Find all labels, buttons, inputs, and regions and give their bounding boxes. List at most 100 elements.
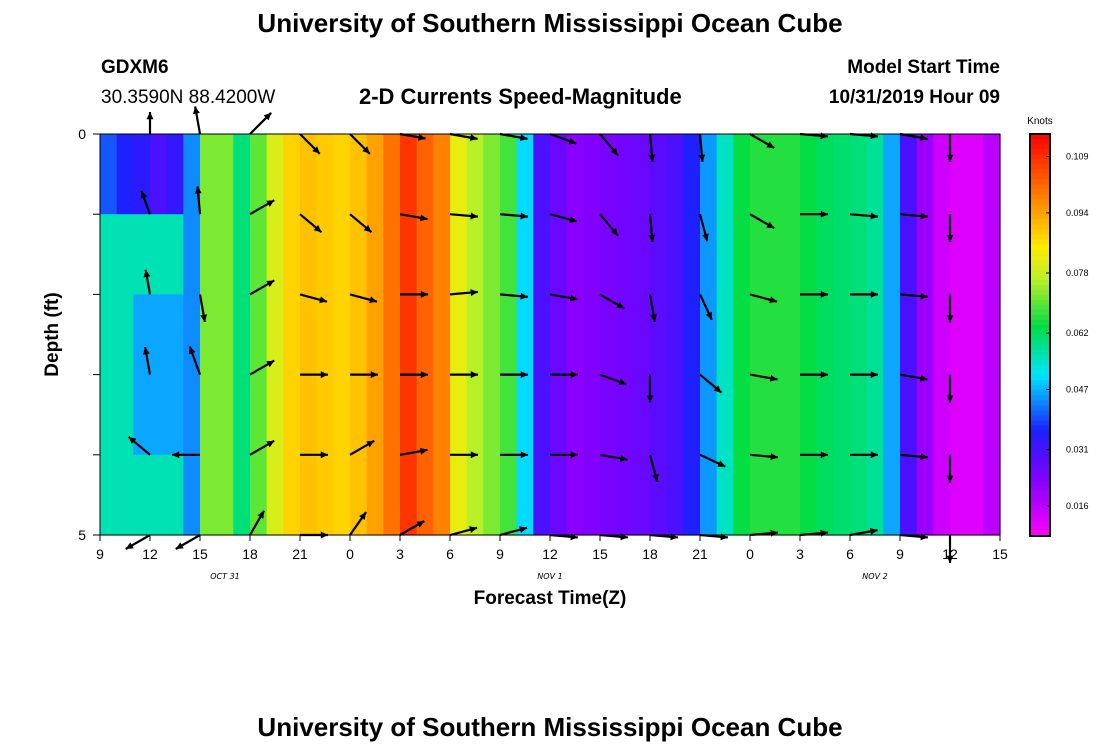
- heatmap-cell: [466, 134, 484, 215]
- colorbar-segment: [1030, 470, 1050, 477]
- heatmap-cell: [483, 374, 501, 456]
- heatmap-cell: [183, 214, 201, 295]
- current-vector: [349, 511, 367, 536]
- heatmap-cell: [333, 454, 351, 536]
- y-tick-label: 0: [78, 126, 86, 142]
- colorbar-segment: [1030, 184, 1050, 190]
- current-vector: [400, 371, 428, 379]
- current-vector: [946, 374, 954, 403]
- heatmap-cell: [100, 134, 118, 215]
- heatmap-cell: [350, 374, 368, 456]
- heatmap-cell: [450, 214, 468, 295]
- current-vector: [172, 451, 200, 459]
- colorbar-segment: [1030, 219, 1050, 226]
- speed-colorbar: Knots 0.109 0.094 0.078 0.062 0.047 0.031 0.016: [1027, 116, 1089, 537]
- colorbar-segment: [1030, 324, 1050, 331]
- current-vector: [550, 371, 578, 379]
- heatmap-cell: [800, 454, 818, 536]
- colorbar-segment: [1030, 244, 1050, 251]
- heatmap-cell: [733, 454, 751, 536]
- heatmap-cell: [316, 374, 334, 456]
- heatmap-cell: [483, 454, 501, 536]
- heatmap-cell: [900, 454, 918, 536]
- heatmap-cell: [383, 454, 401, 536]
- heatmap-cell: [200, 134, 218, 215]
- heatmap-cell: [600, 294, 618, 376]
- x-tick-label: 3: [396, 546, 404, 562]
- heatmap-cell: [933, 214, 951, 295]
- heatmap-cell: [516, 214, 534, 295]
- heatmap-cell: [533, 214, 551, 295]
- heatmap-cell: [816, 214, 834, 295]
- heatmap-cell: [883, 454, 901, 536]
- heatmap-cell: [566, 374, 584, 456]
- heatmap-cell: [950, 214, 968, 295]
- heatmap-cell: [433, 454, 451, 536]
- heatmap-cell: [150, 374, 168, 456]
- heatmap-cell: [333, 294, 351, 376]
- heatmap-cell: [566, 454, 584, 536]
- colorbar-segment: [1030, 284, 1050, 291]
- heatmap-cell: [433, 134, 451, 215]
- heatmap-cell: [433, 214, 451, 295]
- heatmap-cell: [383, 214, 401, 295]
- current-vector: [549, 293, 578, 302]
- heatmap-cell: [433, 294, 451, 376]
- heatmap-cell: [750, 134, 768, 215]
- colorbar-segment: [1030, 309, 1050, 316]
- heatmap-cell: [900, 214, 918, 295]
- heatmap-cell: [350, 134, 368, 215]
- colorbar-segment: [1030, 189, 1050, 195]
- heatmap-cell: [650, 374, 668, 456]
- colorbar-segment: [1030, 475, 1050, 482]
- current-vector: [399, 447, 428, 456]
- x-tick-label: 3: [796, 546, 804, 562]
- current-vector: [450, 451, 478, 459]
- heatmap-cell: [366, 374, 384, 456]
- current-vector: [143, 269, 152, 295]
- footer-title: University of Southern Mississippi Ocean…: [257, 712, 843, 742]
- current-vector: [800, 371, 828, 379]
- colorbar-segment: [1030, 405, 1050, 411]
- heatmap-cell: [100, 454, 118, 536]
- heatmap-cell: [716, 214, 734, 295]
- heatmap-cell: [866, 454, 884, 536]
- heatmap-cell: [583, 294, 601, 376]
- heatmap-cell: [816, 454, 834, 536]
- colorbar-segment: [1030, 390, 1050, 396]
- heatmap-cell: [100, 214, 118, 295]
- heatmap-cell: [300, 374, 318, 456]
- heatmap-cell: [250, 374, 268, 456]
- heatmap-cell: [933, 134, 951, 215]
- heatmap-cell: [783, 134, 801, 215]
- current-vector: [449, 132, 478, 142]
- colorbar-segment: [1030, 375, 1050, 381]
- heatmap-cell: [516, 134, 534, 215]
- colorbar-segment: [1030, 249, 1050, 256]
- current-vector: [125, 534, 151, 550]
- heatmap-cell: [833, 294, 851, 376]
- heatmap-cell: [833, 214, 851, 295]
- colorbar-segment: [1030, 259, 1050, 266]
- current-vector: [140, 190, 152, 215]
- heatmap-cell: [316, 454, 334, 536]
- colorbar-frame: [1029, 133, 1051, 537]
- colorbar-segment: [1030, 340, 1050, 346]
- heatmap-cell: [633, 294, 651, 376]
- colorbar-segment: [1030, 430, 1050, 437]
- x-tick-label: 18: [242, 546, 258, 562]
- colorbar-segment: [1030, 455, 1050, 462]
- heatmap-cell: [583, 454, 601, 536]
- heatmap-cell: [566, 134, 584, 215]
- current-vector: [599, 213, 619, 237]
- heatmap-cell: [916, 294, 934, 376]
- current-vector: [198, 294, 208, 323]
- colorbar-segment: [1030, 495, 1050, 502]
- current-vector: [399, 213, 428, 222]
- heatmap-cell: [600, 134, 618, 215]
- colorbar-segment: [1030, 410, 1050, 416]
- colorbar-segment: [1030, 510, 1050, 517]
- current-vector: [350, 371, 378, 379]
- colorbar-segment: [1030, 385, 1050, 391]
